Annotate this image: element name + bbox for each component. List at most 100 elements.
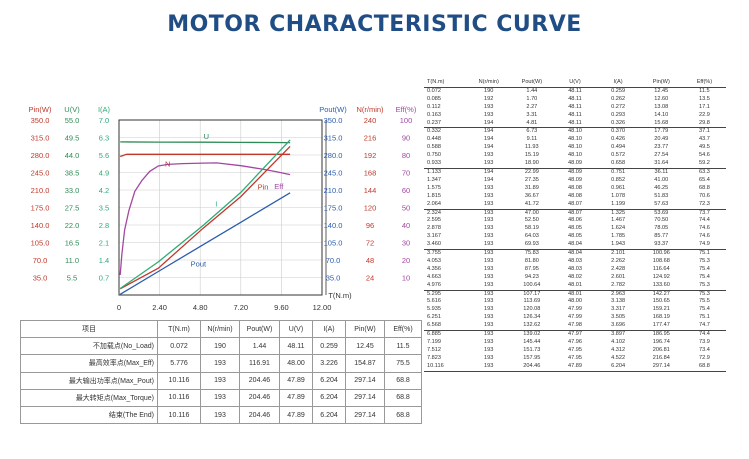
data-cell: 142.27: [652, 290, 670, 297]
right-axis-tick: 20: [402, 256, 410, 265]
data-cell: 0.370: [611, 128, 626, 135]
data-cell: 6.251: [427, 314, 441, 321]
plot-frame: [118, 119, 323, 296]
data-cell: 75.5: [698, 298, 710, 305]
data-cell: 0.751: [611, 168, 626, 175]
data-cell: 36.67: [524, 192, 539, 199]
data-cell: 157.95: [523, 354, 541, 361]
data-cell: 74.6: [698, 225, 710, 232]
summary-cell: 6.204: [312, 388, 346, 407]
data-cell: 0.237: [424, 119, 468, 129]
data-cell: 0.933: [424, 160, 468, 169]
data-cell: 0.494: [611, 144, 626, 151]
data-cell: 145.44: [523, 339, 541, 345]
data-cell: 193: [484, 265, 494, 272]
right-axis-tick: 216: [364, 134, 377, 143]
data-cell: 0.588: [427, 144, 441, 151]
data-cell: 48.11: [568, 87, 582, 94]
data-cell: 0.658: [596, 160, 640, 169]
summary-cell: 0.072: [157, 337, 201, 356]
right-axis-tick: 80: [402, 151, 410, 160]
summary-cell: 204.46: [239, 371, 280, 390]
data-row: 3.460 193 69.93 48.04 1.943 93.37 74.9: [424, 241, 726, 251]
left-axis-tick: 55.0: [65, 116, 80, 125]
data-row: 0.072 190 1.44 48.11 0.259 12.45 11.5: [424, 87, 726, 95]
left-axis-tick: 16.5: [65, 239, 80, 248]
data-cell: 193: [484, 331, 494, 338]
data-row: 0.332 194 6.73 48.10 0.370 17.79 37.1: [424, 128, 726, 136]
chart-axes: [118, 119, 327, 296]
data-cell: 48.11: [553, 119, 597, 129]
data-cell: 193: [484, 314, 494, 321]
data-cell: 10.116: [424, 362, 468, 372]
data-cell: 48.03: [567, 265, 582, 272]
data-cell: 75.1: [698, 250, 710, 257]
series-line-n: [119, 153, 291, 158]
summary-cell: 48.00: [279, 354, 313, 373]
data-row: 10.116 193 204.46 47.89 6.204 297.14 68.8: [424, 362, 726, 372]
data-cell: 2.27: [526, 103, 538, 110]
data-cell: 133.60: [639, 281, 683, 291]
data-cell: 48.11: [568, 95, 582, 102]
right-axis-tick: 40: [402, 221, 410, 230]
data-cell: 43.7: [698, 136, 710, 143]
summary-cell: 190: [200, 337, 240, 356]
chart-labels: Pin(W) 350.0 315.0 280.0 245.0 210.0 175.0 140.…: [29, 105, 417, 312]
data-cell: 53.69: [654, 209, 669, 216]
data-cell: 3.897: [611, 331, 626, 338]
data-cell: 120.08: [523, 306, 541, 313]
summary-header: U(V): [279, 319, 313, 339]
data-cell: 193: [484, 225, 494, 232]
right-axis-header: Pout(W): [319, 105, 347, 114]
data-row: 2.324 193 47.00 48.07 1.325 53.69 73.7: [424, 209, 726, 217]
data-cell: 186.95: [652, 331, 670, 338]
data-cell: 69.93: [510, 241, 554, 251]
summary-cell: 75.5: [384, 354, 422, 373]
data-row: 4.976 193 100.64 48.01 2.782 133.60 75.3: [424, 281, 726, 291]
data-row: 0.448 194 9.11 48.10 0.426 20.49 43.7: [424, 136, 726, 144]
data-cell: 192: [484, 95, 494, 102]
data-cell: 48.10: [567, 128, 582, 135]
data-cell: 1.785: [611, 233, 626, 240]
data-header: U(V): [553, 79, 597, 88]
right-axis-tick: 70: [402, 169, 410, 178]
summary-cell: 154.87: [345, 354, 385, 373]
data-cell: 5.295: [427, 290, 441, 297]
data-cell: 1.325: [611, 209, 626, 216]
data-cell: 74.7: [682, 322, 726, 332]
data-cell: 3.167: [427, 233, 441, 240]
data-cell: 47.95: [567, 346, 582, 353]
data-cell: 47.99: [567, 314, 582, 321]
summary-row-label: 结束(The End): [20, 405, 158, 425]
data-cell: 2.324: [427, 209, 441, 216]
data-row: 6.885 193 139.02 47.97 3.897 186.95 74.4: [424, 331, 726, 339]
data-cell: 2.595: [427, 217, 441, 224]
data-cell: 75.3: [698, 257, 710, 264]
data-cell: 4.81: [510, 119, 554, 129]
data-cell: 27.35: [524, 176, 539, 183]
data-cell: 6.204: [596, 362, 640, 372]
data-cell: 0.072: [427, 87, 441, 94]
data-cell: 31.89: [524, 184, 539, 191]
right-axis-tick: 350.0: [324, 116, 343, 125]
data-cell: 3.696: [596, 322, 640, 332]
data-cell: 0.259: [611, 87, 626, 94]
data-cell: 48.09: [567, 168, 582, 175]
data-cell: 75.4: [698, 273, 710, 280]
left-axis-tick: 38.5: [65, 169, 80, 178]
data-cell: 48.03: [567, 257, 582, 264]
right-axis-header: N(r/min): [356, 105, 384, 114]
data-row: 2.878 193 58.19 48.05 1.624 78.05 74.6: [424, 225, 726, 233]
data-cell: 193: [484, 346, 494, 353]
data-header-row: T(N.m) N(r/min) Pout(W) U(V) I(A) Pin(W)…: [424, 79, 726, 88]
left-axis-tick: 210.0: [31, 186, 50, 195]
data-cell: 48.07: [567, 209, 582, 216]
data-cell: 11.93: [525, 144, 539, 151]
data-row: 7.823 193 157.95 47.95 4.522 216.84 72.9: [424, 355, 726, 363]
data-cell: 7.512: [427, 346, 441, 353]
data-cell: 193: [484, 257, 494, 264]
data-cell: 3.138: [611, 298, 626, 305]
data-cell: 74.4: [698, 217, 710, 224]
summary-row-label: 最大转矩点(Max_Torque): [20, 388, 158, 407]
data-row: 0.112 193 2.27 48.11 0.272 13.08 17.1: [424, 104, 726, 112]
